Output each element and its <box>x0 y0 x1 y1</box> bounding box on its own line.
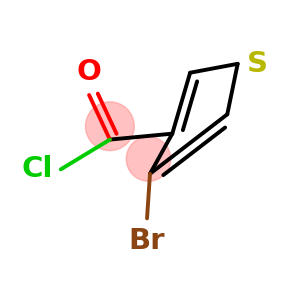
Circle shape <box>85 102 134 151</box>
Text: O: O <box>76 58 101 86</box>
Text: S: S <box>247 50 268 78</box>
Text: Br: Br <box>129 227 165 255</box>
Circle shape <box>126 136 171 181</box>
Text: Cl: Cl <box>22 155 53 183</box>
